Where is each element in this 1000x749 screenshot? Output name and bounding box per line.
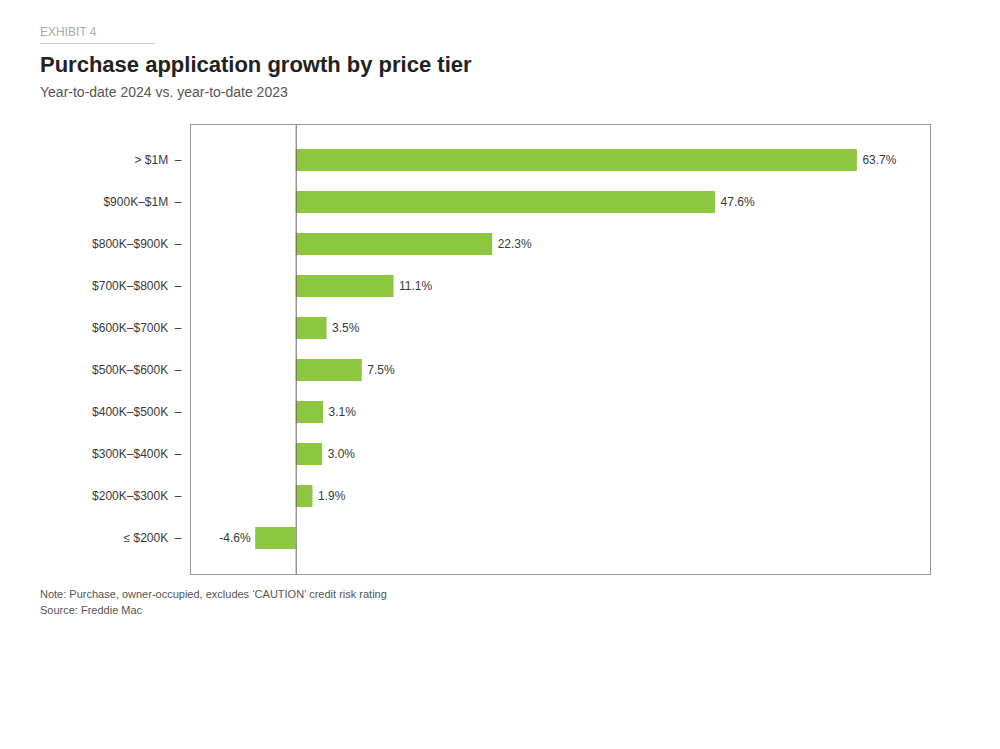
svg-text:11.1%: 11.1% — [399, 279, 432, 293]
svg-text:≤ $200K –: ≤ $200K – — [124, 531, 182, 545]
svg-text:$800K–$900K –: $800K–$900K – — [92, 237, 182, 251]
svg-text:> $1M –: > $1M – — [134, 153, 181, 167]
svg-text:$300K–$400K –: $300K–$400K – — [92, 447, 182, 461]
svg-text:$500K–$600K –: $500K–$600K – — [92, 363, 182, 377]
svg-text:$600K–$700K –: $600K–$700K – — [92, 321, 182, 335]
svg-text:3.5%: 3.5% — [332, 321, 360, 335]
svg-text:3.1%: 3.1% — [329, 405, 357, 419]
html-text:EXHIBIT 4: EXHIBIT 4 — [40, 25, 97, 39]
svg-text:3.0%: 3.0% — [328, 447, 356, 461]
svg-text:63.7%: 63.7% — [862, 153, 896, 167]
svg-text:$400K–$500K –: $400K–$500K – — [92, 405, 182, 419]
html-text:Source: Freddie Mac: Source: Freddie Mac — [40, 604, 143, 616]
svg-text:-4.6%: -4.6% — [219, 531, 251, 545]
svg-text:$200K–$300K –: $200K–$300K – — [92, 489, 182, 503]
svg-text:22.3%: 22.3% — [498, 237, 532, 251]
svg-text:$700K–$800K –: $700K–$800K – — [92, 279, 182, 293]
html-text:Year-to-date 2024 vs. year-to-: Year-to-date 2024 vs. year-to-date 2023 — [40, 84, 288, 100]
html-text:Purchase application growth by: Purchase application growth by price tie… — [40, 52, 472, 77]
svg-text:7.5%: 7.5% — [367, 363, 395, 377]
svg-text:47.6%: 47.6% — [721, 195, 755, 209]
svg-text:1.9%: 1.9% — [318, 489, 346, 503]
html-text:Note: Purchase, owner-occupied: Note: Purchase, owner-occupied, excludes… — [40, 588, 387, 600]
svg-text:$900K–$1M –: $900K–$1M – — [103, 195, 181, 209]
